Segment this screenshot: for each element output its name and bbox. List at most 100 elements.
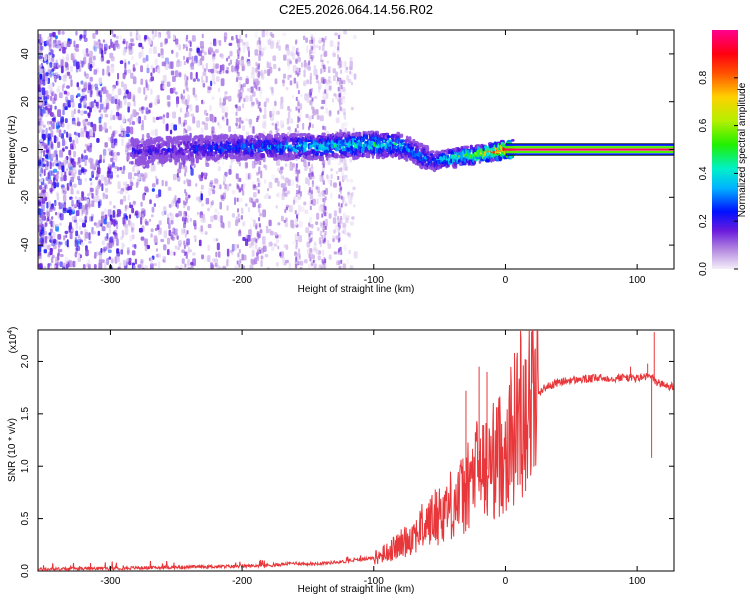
heatmap-cell <box>200 184 204 190</box>
heatmap-cell <box>241 65 245 72</box>
heatmap-cell <box>84 213 88 221</box>
heatmap-cell <box>242 41 246 46</box>
heatmap-cell <box>231 213 236 218</box>
heatmap-cell <box>43 266 47 269</box>
heatmap-cell <box>107 148 112 152</box>
heatmap-cell <box>237 93 240 98</box>
heatmap-cell <box>47 263 50 269</box>
heatmap-cell <box>213 214 218 221</box>
heatmap-cell <box>136 30 139 35</box>
heatmap-cell <box>128 48 133 55</box>
heatmap-cell <box>38 201 41 205</box>
heatmap-cell <box>185 199 188 204</box>
heatmap-cell <box>40 162 44 166</box>
heatmap-cell <box>64 256 68 265</box>
heatmap-cell <box>231 189 236 195</box>
heatmap-cell <box>260 255 264 260</box>
heatmap-cell <box>133 172 138 177</box>
heatmap-cell <box>60 116 64 123</box>
heatmap-cell <box>108 45 111 50</box>
heatmap-cell <box>53 33 56 38</box>
heatmap-cell <box>297 52 299 57</box>
heatmap-cell <box>85 203 88 211</box>
heatmap-cell <box>163 230 167 239</box>
heatmap-cell <box>119 60 124 65</box>
heatmap-cell <box>308 233 311 238</box>
heatmap-cell <box>148 103 153 108</box>
heatmap-cell <box>213 53 217 57</box>
heatmap-cell <box>73 150 77 158</box>
heatmap-cell <box>298 67 301 72</box>
heatmap-cell <box>116 115 120 120</box>
heatmap-cell <box>140 236 145 241</box>
heatmap-cell <box>383 139 386 143</box>
heatmap-cell <box>274 123 278 131</box>
heatmap-cell <box>328 66 331 74</box>
heatmap-cell <box>221 151 224 157</box>
heatmap-cell <box>48 232 52 236</box>
heatmap-cell <box>73 219 78 223</box>
heatmap-cell <box>166 95 171 100</box>
heatmap-cell <box>169 212 172 216</box>
heatmap-cell <box>322 179 325 184</box>
heatmap-cell <box>195 94 198 102</box>
heatmap-cell <box>125 144 129 153</box>
heatmap-cell <box>309 253 312 258</box>
heatmap-cell <box>310 190 313 195</box>
heatmap-cell <box>308 126 310 131</box>
heatmap-cell <box>265 193 270 199</box>
heatmap-cell <box>295 50 298 55</box>
y-tick-label: -40 <box>20 237 31 252</box>
heatmap-cell <box>210 139 214 142</box>
heatmap-cell <box>50 257 54 264</box>
heatmap-cell <box>89 76 93 82</box>
heatmap-cell <box>77 257 81 262</box>
heatmap-cell <box>116 43 121 49</box>
heatmap-cell <box>93 69 98 75</box>
heatmap-cell <box>100 55 105 62</box>
heatmap-cell <box>199 157 203 160</box>
heatmap-cell <box>140 216 143 225</box>
heatmap-cell <box>204 149 208 153</box>
heatmap-cell <box>100 248 103 253</box>
heatmap-cell <box>303 82 306 86</box>
heatmap-cell <box>315 249 319 254</box>
heatmap-cell <box>207 244 211 251</box>
heatmap-cell <box>41 87 46 95</box>
heatmap-cell <box>332 75 336 82</box>
heatmap-cell <box>437 166 440 170</box>
heatmap-cell <box>295 240 298 244</box>
heatmap-cell <box>224 92 227 99</box>
heatmap-cell <box>191 35 196 42</box>
heatmap-cell <box>83 169 88 173</box>
heatmap-cell <box>82 49 86 55</box>
heatmap-cell <box>345 217 349 223</box>
heatmap-cell <box>280 96 284 104</box>
heatmap-cell <box>236 160 239 164</box>
heatmap-cell <box>280 166 284 171</box>
heatmap-cell <box>335 154 338 158</box>
heatmap-cell <box>201 203 204 207</box>
heatmap-cell <box>131 113 134 121</box>
heatmap-cell <box>170 61 174 69</box>
heatmap-cell <box>38 78 43 85</box>
heatmap-cell <box>309 101 312 106</box>
heatmap-cell <box>184 233 187 238</box>
heatmap-cell <box>499 139 505 144</box>
heatmap-cell <box>49 207 53 212</box>
heatmap-cell <box>185 46 188 51</box>
heatmap-cell <box>297 72 299 77</box>
heatmap-cell <box>127 249 130 256</box>
heatmap-cell <box>281 192 285 200</box>
heatmap-cell <box>116 174 119 178</box>
heatmap-cell <box>73 183 77 188</box>
heatmap-cell <box>237 52 240 57</box>
heatmap-cell <box>130 38 134 43</box>
heatmap-cell <box>295 193 298 198</box>
heatmap-cell <box>296 124 299 129</box>
heatmap-cell <box>226 205 229 211</box>
heatmap-cell <box>221 106 225 114</box>
heatmap-cell <box>39 255 42 262</box>
heatmap-cell <box>340 167 343 172</box>
heatmap-cell <box>200 134 204 139</box>
